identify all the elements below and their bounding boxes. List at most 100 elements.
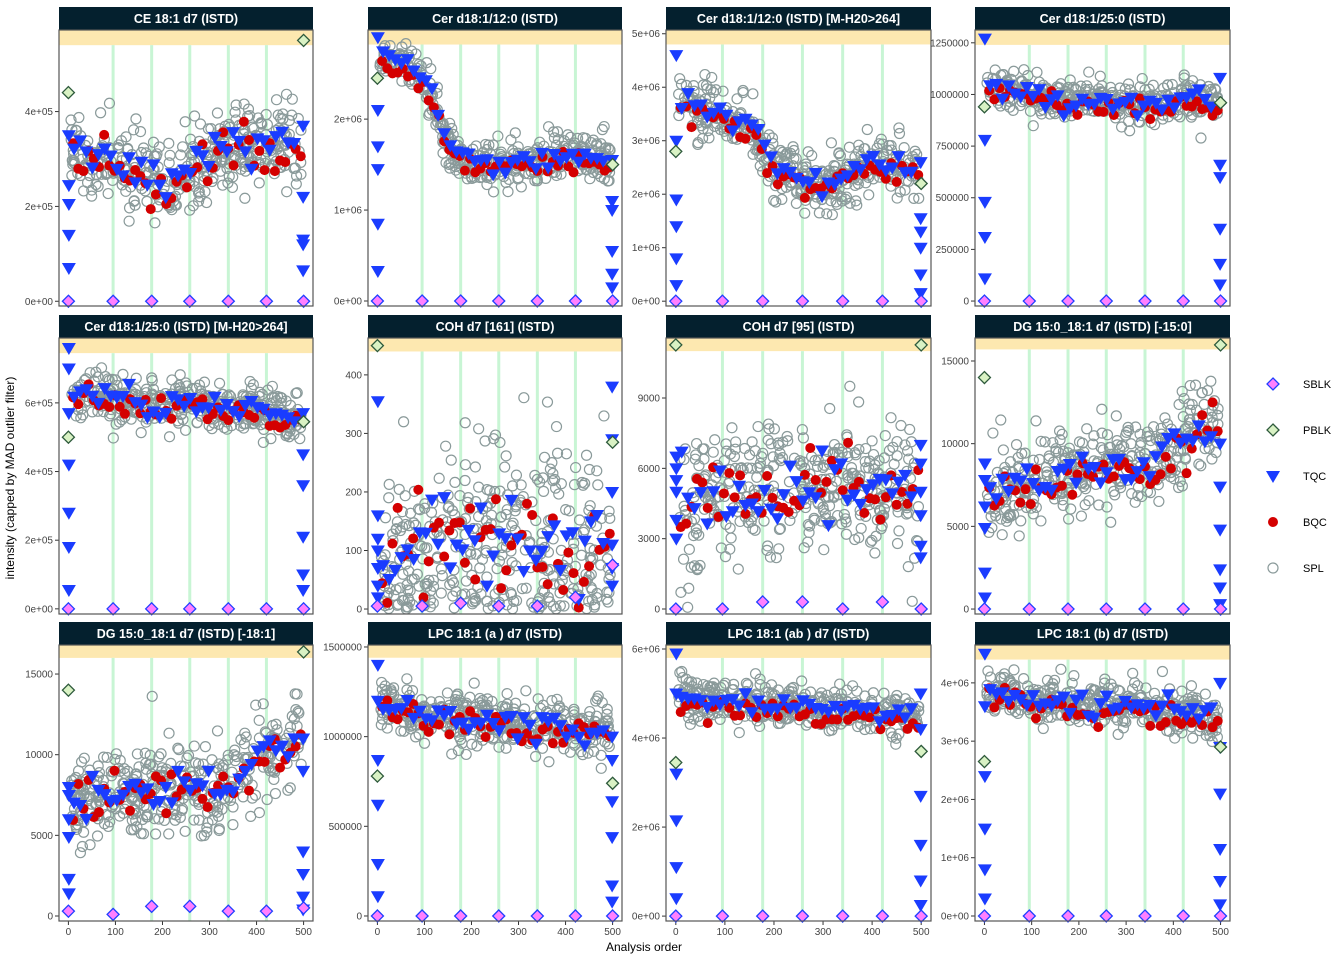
spl-point — [1130, 421, 1142, 433]
spl-point — [799, 207, 811, 219]
spl-point — [199, 741, 212, 753]
x-tick-label: 0 — [375, 927, 381, 938]
spl-point — [506, 556, 518, 569]
tqc-point — [776, 489, 791, 502]
spl-point — [237, 791, 249, 803]
spl-point — [1041, 469, 1053, 481]
tqc-point — [719, 511, 734, 524]
spl-point — [508, 595, 520, 607]
tqc-dilution-point — [370, 545, 385, 558]
spl-point — [1003, 101, 1016, 113]
bqc-point — [729, 492, 740, 503]
spl-point — [1063, 442, 1075, 454]
tqc-dilution-point — [913, 213, 928, 226]
spl-point — [1143, 83, 1155, 95]
tqc-dilution-point — [669, 451, 684, 464]
bqc-point — [563, 547, 574, 558]
bqc-point — [392, 502, 403, 513]
tqc-point — [1001, 80, 1016, 93]
spl-point — [551, 126, 564, 138]
tqc-point — [79, 813, 94, 826]
tqc-point — [700, 518, 715, 531]
tqc-point — [152, 179, 167, 192]
panel: Cer d18:1/25:0 (ISTD)0250000500000750000… — [930, 7, 1231, 308]
spl-point — [997, 69, 1010, 81]
spl-point — [1184, 404, 1196, 416]
spl-point — [1108, 485, 1120, 497]
tqc-point — [904, 491, 919, 504]
spl-point — [845, 462, 858, 474]
bqc-point — [686, 122, 697, 133]
spl-point — [76, 840, 89, 853]
tqc-point — [808, 167, 823, 180]
spl-point — [240, 731, 252, 743]
tqc-point — [1185, 435, 1200, 448]
spl-point — [473, 481, 485, 493]
tqc-point — [535, 147, 550, 160]
tqc-point — [732, 480, 747, 493]
panel-border — [367, 337, 623, 615]
tqc-dilution-point — [913, 510, 928, 523]
spl-point — [709, 434, 721, 446]
spl-point — [603, 505, 615, 517]
spl-point — [995, 513, 1007, 525]
spl-point — [850, 449, 862, 461]
tqc-dilution-point — [1213, 438, 1228, 451]
spl-point — [546, 695, 558, 707]
tqc-dilution-point — [977, 501, 992, 514]
tqc-point — [596, 155, 611, 168]
sblk-point — [415, 599, 430, 614]
spl-point — [893, 127, 906, 140]
spl-point — [506, 480, 519, 492]
spl-point — [903, 453, 915, 465]
spl-point — [906, 595, 918, 607]
tqc-point — [85, 770, 100, 783]
spl-point — [1027, 120, 1039, 132]
tqc-point — [262, 735, 277, 748]
spl-point — [481, 595, 493, 607]
spl-point — [730, 436, 742, 448]
bqc-point — [697, 477, 708, 488]
tqc-point — [109, 163, 124, 176]
spl-point — [773, 543, 785, 555]
tqc-point — [541, 531, 556, 544]
bqc-point — [501, 565, 512, 576]
spl-point — [891, 192, 903, 204]
spl-point — [444, 162, 456, 174]
tqc-dilution-point — [977, 232, 992, 244]
tqc-point — [287, 138, 302, 151]
spl-point — [765, 438, 777, 450]
sblk-point — [568, 590, 583, 605]
bqc-point — [78, 166, 89, 177]
panel-title: Cer d18:1/25:0 (ISTD) — [1040, 12, 1166, 26]
spl-point — [577, 749, 589, 761]
tqc-point — [1056, 463, 1071, 476]
bqc-point — [218, 771, 229, 782]
tqc-point — [776, 163, 791, 176]
tqc-point — [256, 403, 271, 416]
tqc-point — [406, 65, 421, 78]
tqc-point — [232, 773, 247, 786]
spl-point — [563, 505, 575, 517]
tqc-point — [522, 545, 537, 558]
spl-point — [270, 395, 283, 407]
bqc-point — [880, 492, 891, 503]
spl-point — [912, 500, 925, 513]
spl-point — [147, 383, 160, 395]
tqc-dilution-point — [669, 280, 684, 293]
tqc-point — [744, 498, 759, 511]
tqc-dilution-point — [61, 873, 76, 886]
spl-point — [200, 196, 213, 209]
bqc-point — [244, 134, 255, 145]
spl-point — [130, 815, 142, 827]
tqc-dilution-point — [370, 218, 385, 231]
spl-point — [1096, 427, 1108, 439]
tqc-point — [219, 399, 234, 412]
spl-point — [146, 690, 158, 702]
spl-point — [764, 551, 777, 563]
spl-point — [1088, 430, 1100, 442]
tqc-point — [1050, 90, 1065, 103]
spl-point — [219, 154, 231, 166]
